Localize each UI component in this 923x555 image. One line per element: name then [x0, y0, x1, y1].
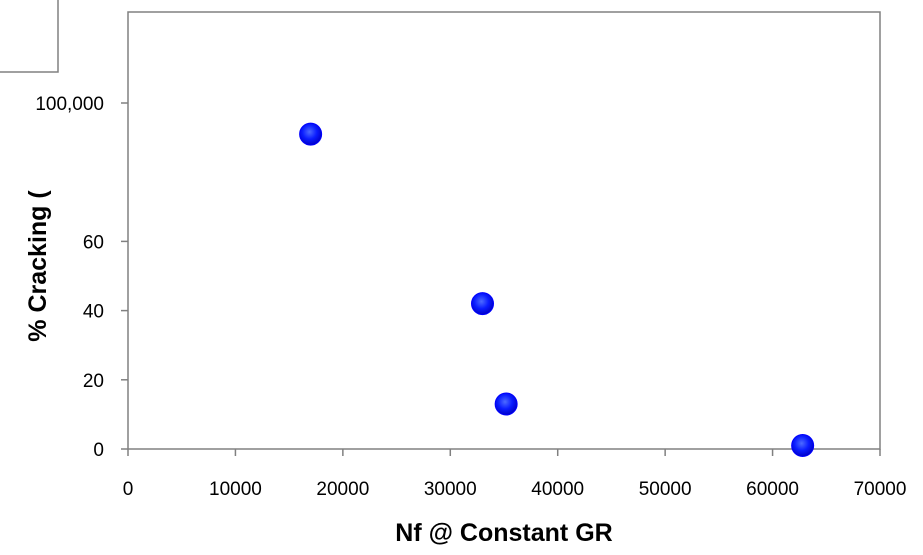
data-point	[494, 392, 518, 416]
x-tick-label: 10000	[209, 479, 262, 500]
x-tick-label: 30000	[424, 479, 477, 500]
data-point	[791, 434, 815, 458]
x-axis-ticks: 0 10000 20000 30000 40000 50000 60000 70000	[123, 449, 907, 500]
x-tick-label: 60000	[746, 479, 799, 500]
y-axis-ticks: 0 20 40 60 100,000	[35, 94, 128, 461]
data-point	[299, 122, 323, 146]
legend-box-fragment	[0, 0, 59, 73]
y-tick-label: 40	[83, 302, 104, 323]
y-tick-label: 60	[83, 232, 104, 253]
y-axis-title: % Cracking (	[24, 190, 52, 342]
y-tick-label: 100,000	[35, 94, 104, 115]
x-tick-label: 0	[123, 479, 134, 500]
y-tick-label: 0	[93, 440, 104, 461]
x-axis-title: Nf @ Constant GR	[395, 519, 612, 547]
data-point	[471, 292, 495, 316]
y-tick-label: 20	[83, 371, 104, 392]
x-tick-label: 50000	[639, 479, 692, 500]
plot-area	[127, 11, 881, 450]
x-tick-label: 70000	[854, 479, 907, 500]
x-tick-label: 40000	[531, 479, 584, 500]
data-points	[299, 122, 815, 458]
x-tick-label: 20000	[316, 479, 369, 500]
